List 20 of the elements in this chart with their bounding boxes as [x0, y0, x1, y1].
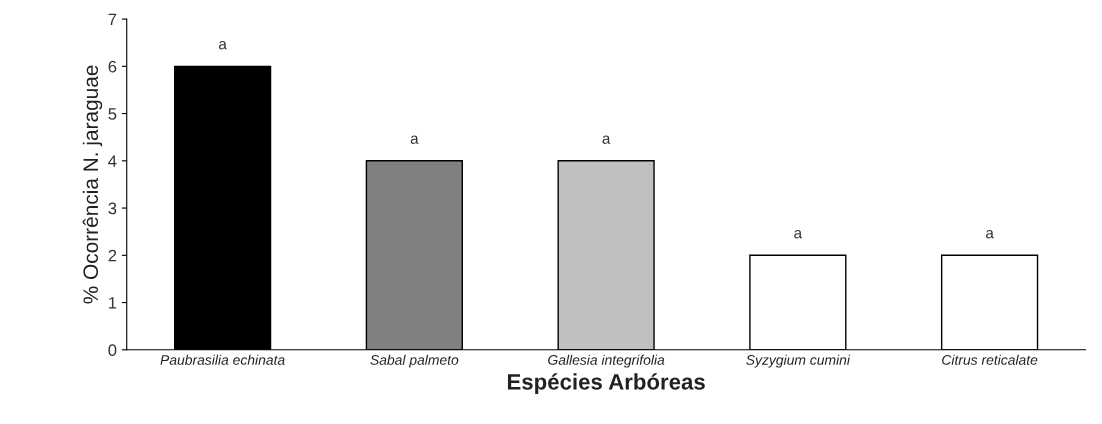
annotation: a [794, 230, 803, 239]
y-tick-label: 4 [108, 155, 117, 167]
y-tick-label: 3 [108, 202, 117, 215]
annotation: a [986, 230, 994, 239]
y-tick-label: 0 [108, 344, 117, 356]
y-tick-label: 1 [109, 297, 117, 309]
annotation: a [602, 135, 611, 144]
x-tick-label: Citrus reticalate [942, 354, 1038, 365]
annotation: a [410, 135, 419, 144]
x-tick-label: Paubrasilia echinata [160, 354, 285, 365]
y-tick-label: 6 [108, 60, 117, 73]
y-tick-label: 5 [108, 108, 117, 120]
annotation: a [219, 41, 227, 50]
x-tick-label: Gallesia integrifolia [548, 354, 665, 368]
y-tick-label: 7 [108, 13, 117, 26]
x-axis-title: Espécies Arbóreas [507, 373, 705, 395]
y-tick-label: 2 [108, 249, 117, 262]
y-axis-title: % Ocorrência N. jaraguae [82, 65, 103, 304]
x-tick-label: Syzygium cumini [746, 354, 851, 368]
x-tick-label: Sabal palmeto [370, 354, 459, 368]
